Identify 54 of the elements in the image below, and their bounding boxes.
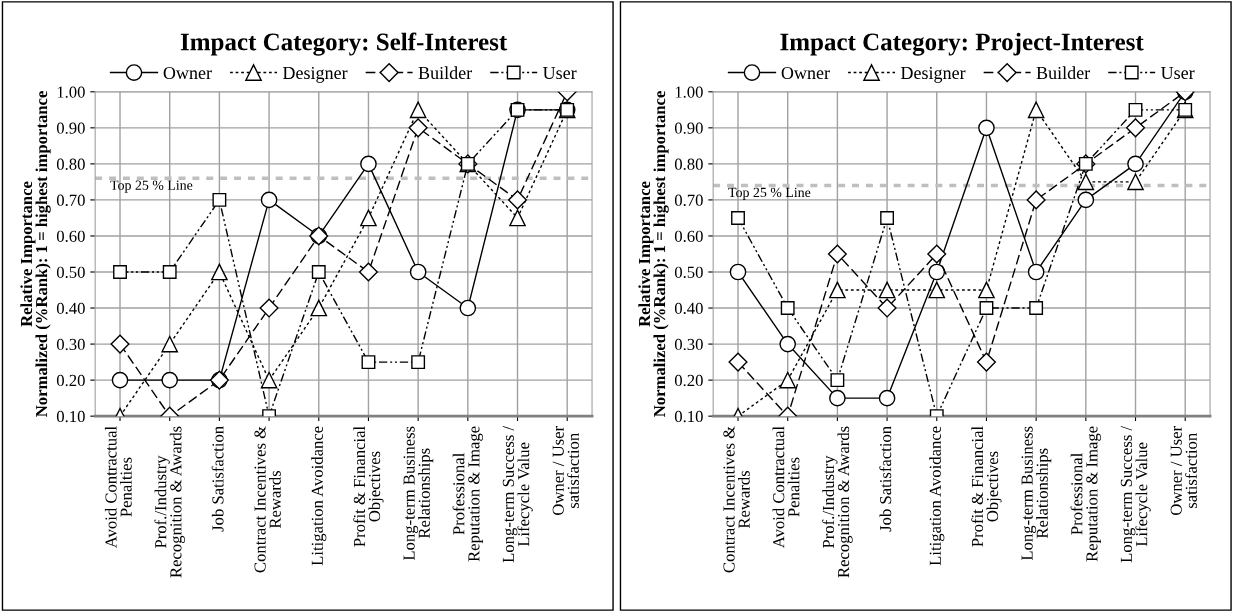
x-tick-label: Prof./Industry Recognition & Awards — [822, 426, 853, 578]
y-tick-label: 0.70 — [56, 194, 85, 206]
legend-label: Designer — [282, 66, 348, 83]
y-tick-label: 0.10 — [674, 410, 703, 423]
y-tick-label: 0.20 — [56, 374, 85, 387]
legend-label: Owner — [781, 66, 830, 80]
y-tick-label: 1.00 — [675, 86, 703, 98]
x-tick-label: Long-term Success / Lifecycle Value — [1120, 425, 1151, 563]
x-tick-label: Litigation Avoidance — [929, 426, 945, 566]
y-tick-label: 0.60 — [674, 230, 703, 242]
x-tick-label: Owner / User satisfaction — [552, 426, 579, 515]
x-tick-label: Professional Reputation & Image — [1070, 426, 1101, 562]
x-tick-label: Long-term Business Relationships — [1021, 426, 1052, 561]
y-tick-label: 0.90 — [674, 122, 703, 134]
y-tick-label: 0.80 — [674, 158, 703, 170]
x-tick-label: Contract Incentives & Rewards — [723, 426, 750, 573]
x-tick-label: Litigation Avoidance — [311, 426, 327, 566]
y-tick-label: 0.90 — [56, 122, 85, 134]
x-tick-label: Prof./Industry Recognition & Awards — [154, 426, 185, 578]
y-tick-label: 0.50 — [674, 266, 703, 279]
y-tick-label: 0.40 — [56, 302, 85, 315]
y-tick-label: 0.80 — [56, 158, 85, 170]
x-tick-label: Long-term Success / Lifecycle Value — [502, 425, 533, 563]
x-tick-label: Avoid Contractual Penalties — [772, 426, 800, 549]
legend-label: Designer — [900, 66, 966, 83]
chart-title: Impact Category: Self-Interest — [180, 32, 508, 56]
y-tick-label: 0.70 — [674, 194, 703, 206]
legend-label: User — [542, 67, 577, 80]
y-tick-label: 0.40 — [674, 302, 703, 315]
x-tick-label: Job Satisfaction — [211, 426, 224, 532]
x-tick-label: Owner / User satisfaction — [1170, 426, 1197, 515]
legend-label: Owner — [163, 66, 212, 80]
y-axis-title: Relative Importance Normalized (%Rank): 1 = highest importance — [20, 91, 51, 417]
x-tick-label: Profit & Financial Objectives — [353, 426, 384, 547]
y-axis-title: Relative Importance Normalized (%Rank): 1 = highest importance — [638, 91, 669, 417]
chart-title: Impact Category: Project-Interest — [780, 32, 1144, 56]
ref-line-label: Top 25 % Line — [728, 187, 811, 200]
x-tick-label: Long-term Business Relationships — [403, 426, 434, 561]
y-tick-label: 1.00 — [57, 86, 85, 98]
legend-label: Builder — [1036, 66, 1091, 80]
x-tick-label: Avoid Contractual Penalties — [104, 426, 132, 549]
y-tick-label: 0.10 — [56, 410, 85, 423]
legend-label: User — [1160, 67, 1195, 80]
x-tick-label: Professional Reputation & Image — [452, 426, 483, 562]
y-tick-label: 0.30 — [674, 338, 703, 351]
legend-label: Builder — [418, 66, 473, 80]
x-tick-label: Contract Incentives & Rewards — [254, 426, 281, 573]
x-tick-label: Profit & Financial Objectives — [971, 426, 1002, 547]
ref-line-label: Top 25 % Line — [110, 180, 193, 193]
y-tick-label: 0.30 — [56, 338, 85, 351]
y-tick-label: 0.60 — [56, 230, 85, 242]
y-tick-label: 0.50 — [56, 266, 85, 279]
x-tick-label: Job Satisfaction — [879, 426, 892, 532]
y-tick-label: 0.20 — [674, 374, 703, 387]
